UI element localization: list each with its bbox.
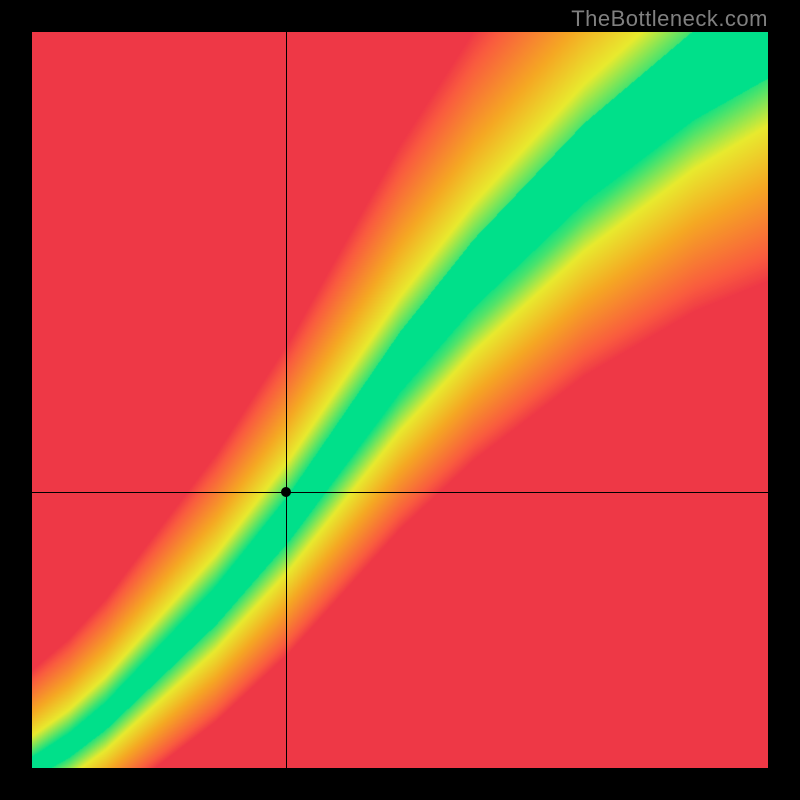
watermark-text: TheBottleneck.com <box>571 6 768 32</box>
crosshair-vertical <box>286 32 287 768</box>
marker-dot <box>281 487 291 497</box>
plot-area <box>32 32 768 768</box>
crosshair-horizontal <box>32 492 768 493</box>
chart-container: TheBottleneck.com <box>0 0 800 800</box>
heatmap-canvas <box>32 32 768 768</box>
